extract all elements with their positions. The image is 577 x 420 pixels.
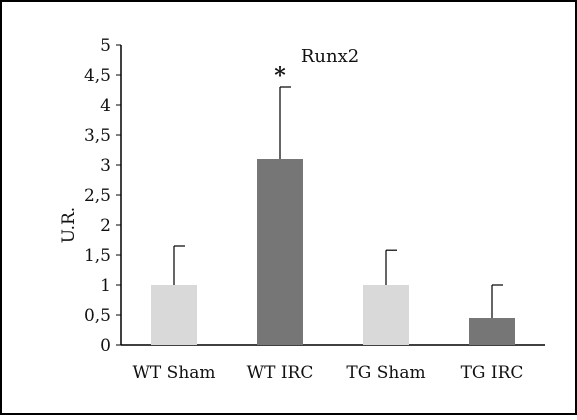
x-category-label: WT Sham [132, 363, 215, 383]
significance-marker: * [274, 63, 286, 89]
y-tick-label: 3,5 [84, 126, 111, 146]
bar [363, 285, 409, 345]
y-tick-label: 3 [100, 156, 111, 176]
y-tick-label: 4,5 [84, 66, 111, 86]
y-tick-label: 2,5 [84, 186, 111, 206]
bar [469, 318, 515, 345]
y-tick-label: 0,5 [84, 306, 111, 326]
bar [257, 159, 303, 345]
y-axis-label: U.R. [59, 207, 79, 243]
y-tick-label: 2 [100, 216, 111, 236]
chart-title: Runx2 [301, 46, 359, 67]
x-category-label: WT IRC [247, 363, 314, 383]
x-category-label: TG IRC [461, 363, 524, 383]
bar [151, 285, 197, 345]
y-tick-label: 1 [100, 276, 111, 296]
y-tick-label: 4 [100, 96, 111, 116]
y-tick-label: 1,5 [84, 246, 111, 266]
x-category-label: TG Sham [346, 363, 425, 383]
y-tick-label: 5 [100, 36, 111, 56]
y-tick-label: 0 [100, 336, 111, 356]
